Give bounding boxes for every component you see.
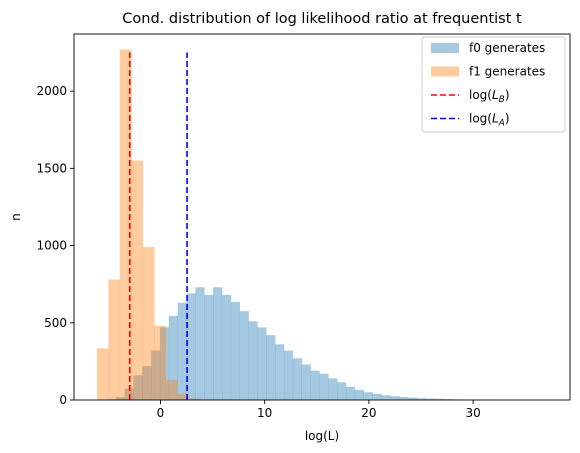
y-tick-label: 1500 xyxy=(36,161,67,175)
histogram-bar xyxy=(372,393,382,400)
histogram-bar xyxy=(159,327,170,400)
histogram-bar xyxy=(328,378,338,400)
histogram-bar xyxy=(354,389,364,400)
chart-title: Cond. distribution of log likelihood rat… xyxy=(122,11,522,27)
histogram-bar xyxy=(188,398,201,400)
y-tick-label: 500 xyxy=(44,316,67,330)
legend-frame xyxy=(421,36,566,133)
histogram-bar xyxy=(443,399,453,400)
histogram-bar xyxy=(248,321,258,400)
histogram-bar xyxy=(266,335,276,400)
histogram-bar xyxy=(119,49,132,400)
x-axis-label: log(L) xyxy=(305,429,339,443)
x-tick-label: 0 xyxy=(157,406,165,420)
histogram-bar xyxy=(275,344,285,400)
histogram-bar xyxy=(186,293,196,400)
histogram-bar xyxy=(345,386,356,400)
histogram-bar xyxy=(292,358,302,400)
histogram-bar xyxy=(131,160,144,400)
y-axis-label: n xyxy=(9,213,23,221)
histogram-bar xyxy=(310,370,320,400)
legend-swatch xyxy=(431,66,459,77)
histogram-bar xyxy=(115,397,125,400)
y-tick-label: 1000 xyxy=(36,239,67,253)
histogram-bar xyxy=(363,392,373,400)
histogram-bar xyxy=(213,287,223,400)
histogram-bar xyxy=(151,350,161,400)
histogram-bar xyxy=(416,398,426,400)
histogram-bar xyxy=(168,315,178,400)
histogram-bar xyxy=(195,287,205,400)
legend-label: f1 generates xyxy=(469,65,545,79)
series-f0 xyxy=(106,287,559,400)
y-tick-label: 2000 xyxy=(36,84,67,98)
legend-swatch xyxy=(431,43,459,53)
histogram-bar xyxy=(425,398,435,400)
histogram-bar xyxy=(230,301,240,400)
histogram-bar xyxy=(283,350,294,400)
histogram-bar xyxy=(407,397,418,400)
x-tick-label: 10 xyxy=(257,406,272,420)
axes-frame xyxy=(73,33,571,401)
histogram-bar xyxy=(96,348,109,400)
x-tick-label: 20 xyxy=(361,406,376,420)
histogram-bar xyxy=(221,294,232,400)
axes: 0 10 20 30 0 500 1000 1500 2000 xyxy=(36,33,571,420)
y-tick-label: 0 xyxy=(59,393,67,407)
histogram-bar xyxy=(434,398,444,400)
histogram-bar xyxy=(142,366,152,400)
x-tick-label: 30 xyxy=(465,406,480,420)
histogram-bar xyxy=(165,379,178,400)
plot-area xyxy=(96,49,559,400)
histogram-bar xyxy=(154,325,166,400)
legend-label: f0 generates xyxy=(469,41,545,55)
histogram-bar xyxy=(177,302,187,400)
legend-label: log(LA) xyxy=(469,112,510,129)
histogram-bar xyxy=(390,396,400,400)
histogram-bar xyxy=(301,364,311,400)
legend-label: log(LB) xyxy=(469,88,510,105)
histogram-bar xyxy=(381,395,391,400)
histogram-bar xyxy=(239,311,249,400)
histogram-bar xyxy=(142,247,155,400)
histogram-bar xyxy=(319,373,329,400)
histogram-bar xyxy=(108,279,121,400)
histogram-bar xyxy=(257,327,267,400)
histogram-bar xyxy=(133,375,143,400)
histogram-bar xyxy=(399,396,409,400)
histogram-bar xyxy=(177,393,189,400)
legend: f0 generates f1 generates log(LB) log(LA) xyxy=(421,36,566,133)
histogram-bar xyxy=(337,382,347,400)
plot-marks xyxy=(96,49,559,400)
histogram-bar xyxy=(204,294,214,400)
